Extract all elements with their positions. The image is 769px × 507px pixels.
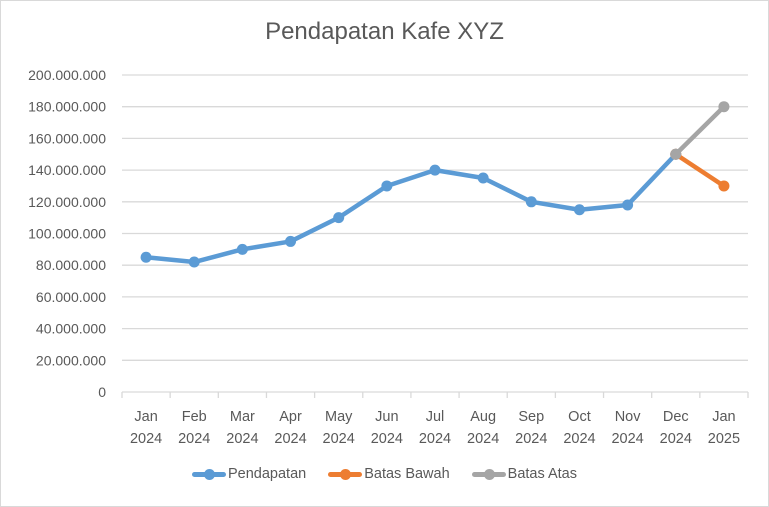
- data-point-marker: [622, 199, 634, 211]
- legend-item: Batas Atas: [471, 466, 577, 482]
- y-tick-label: 60.000.000: [36, 289, 106, 305]
- x-tick-label: 2024: [274, 431, 306, 447]
- x-tick-label: Oct: [568, 409, 591, 425]
- x-tick-label: 2025: [708, 431, 740, 447]
- y-tick-label: 180.000.000: [28, 99, 106, 115]
- x-tick-label: 2024: [419, 431, 451, 447]
- x-tick-label: May: [325, 409, 353, 425]
- legend-label: Batas Bawah: [364, 466, 450, 482]
- data-point-marker: [477, 172, 489, 184]
- y-tick-label: 40.000.000: [36, 321, 106, 337]
- chart-legend: Pendapatan Batas Bawah Batas Atas: [0, 466, 769, 482]
- legend-label: Pendapatan: [228, 466, 307, 482]
- x-tick-label: 2024: [563, 431, 595, 447]
- data-point-marker: [718, 101, 730, 113]
- legend-swatch-icon: [471, 468, 506, 480]
- data-point-marker: [429, 164, 441, 176]
- legend-swatch-icon: [192, 468, 226, 480]
- data-point-marker: [381, 180, 393, 192]
- legend-item: Batas Bawah: [328, 466, 450, 482]
- x-tick-label: 2024: [515, 431, 547, 447]
- data-point-marker: [670, 148, 682, 160]
- data-point-marker: [188, 256, 200, 268]
- x-tick-label: 2024: [323, 431, 355, 447]
- x-tick-label: Jan: [712, 409, 735, 425]
- x-tick-label: Feb: [182, 409, 207, 425]
- y-tick-label: 80.000.000: [36, 257, 106, 273]
- y-tick-label: 200.000.000: [28, 67, 106, 83]
- x-tick-label: 2024: [467, 431, 499, 447]
- legend-label: Batas Atas: [507, 466, 577, 482]
- x-tick-label: Dec: [663, 409, 689, 425]
- series-line-pendapatan: [143, 152, 679, 265]
- data-point-marker: [333, 212, 345, 224]
- x-tick-label: 2024: [660, 431, 692, 447]
- x-tick-label: Jul: [426, 409, 445, 425]
- x-tick-label: Aug: [470, 409, 496, 425]
- x-tick-label: 2024: [611, 431, 643, 447]
- x-tick-label: Apr: [279, 409, 302, 425]
- data-point-marker: [525, 196, 537, 208]
- series-line-batas-bawah: [673, 152, 727, 189]
- x-tick-label: Jun: [375, 409, 398, 425]
- x-tick-label: 2024: [371, 431, 403, 447]
- x-tick-label: Nov: [615, 409, 642, 425]
- y-tick-label: 140.000.000: [28, 162, 106, 178]
- legend-swatch-icon: [328, 468, 363, 480]
- data-point-marker: [236, 243, 248, 255]
- y-tick-label: 120.000.000: [28, 194, 106, 210]
- data-point-marker: [285, 235, 297, 247]
- data-point-marker: [573, 204, 585, 216]
- series-line-batas-atas: [673, 104, 727, 157]
- y-tick-label: 100.000.000: [28, 226, 106, 242]
- x-tick-label: Jan: [134, 409, 157, 425]
- x-tick-label: 2024: [226, 431, 258, 447]
- x-tick-label: Sep: [518, 409, 544, 425]
- x-tick-label: 2024: [130, 431, 162, 447]
- data-point-marker: [718, 180, 730, 192]
- y-tick-label: 20.000.000: [36, 352, 106, 368]
- x-tick-label: Mar: [230, 409, 255, 425]
- y-tick-label: 0: [98, 384, 106, 400]
- data-point-marker: [140, 251, 152, 263]
- chart-title: Pendapatan Kafe XYZ: [265, 18, 504, 45]
- y-tick-label: 160.000.000: [28, 130, 106, 146]
- x-tick-label: 2024: [178, 431, 210, 447]
- legend-item: Pendapatan: [192, 466, 306, 482]
